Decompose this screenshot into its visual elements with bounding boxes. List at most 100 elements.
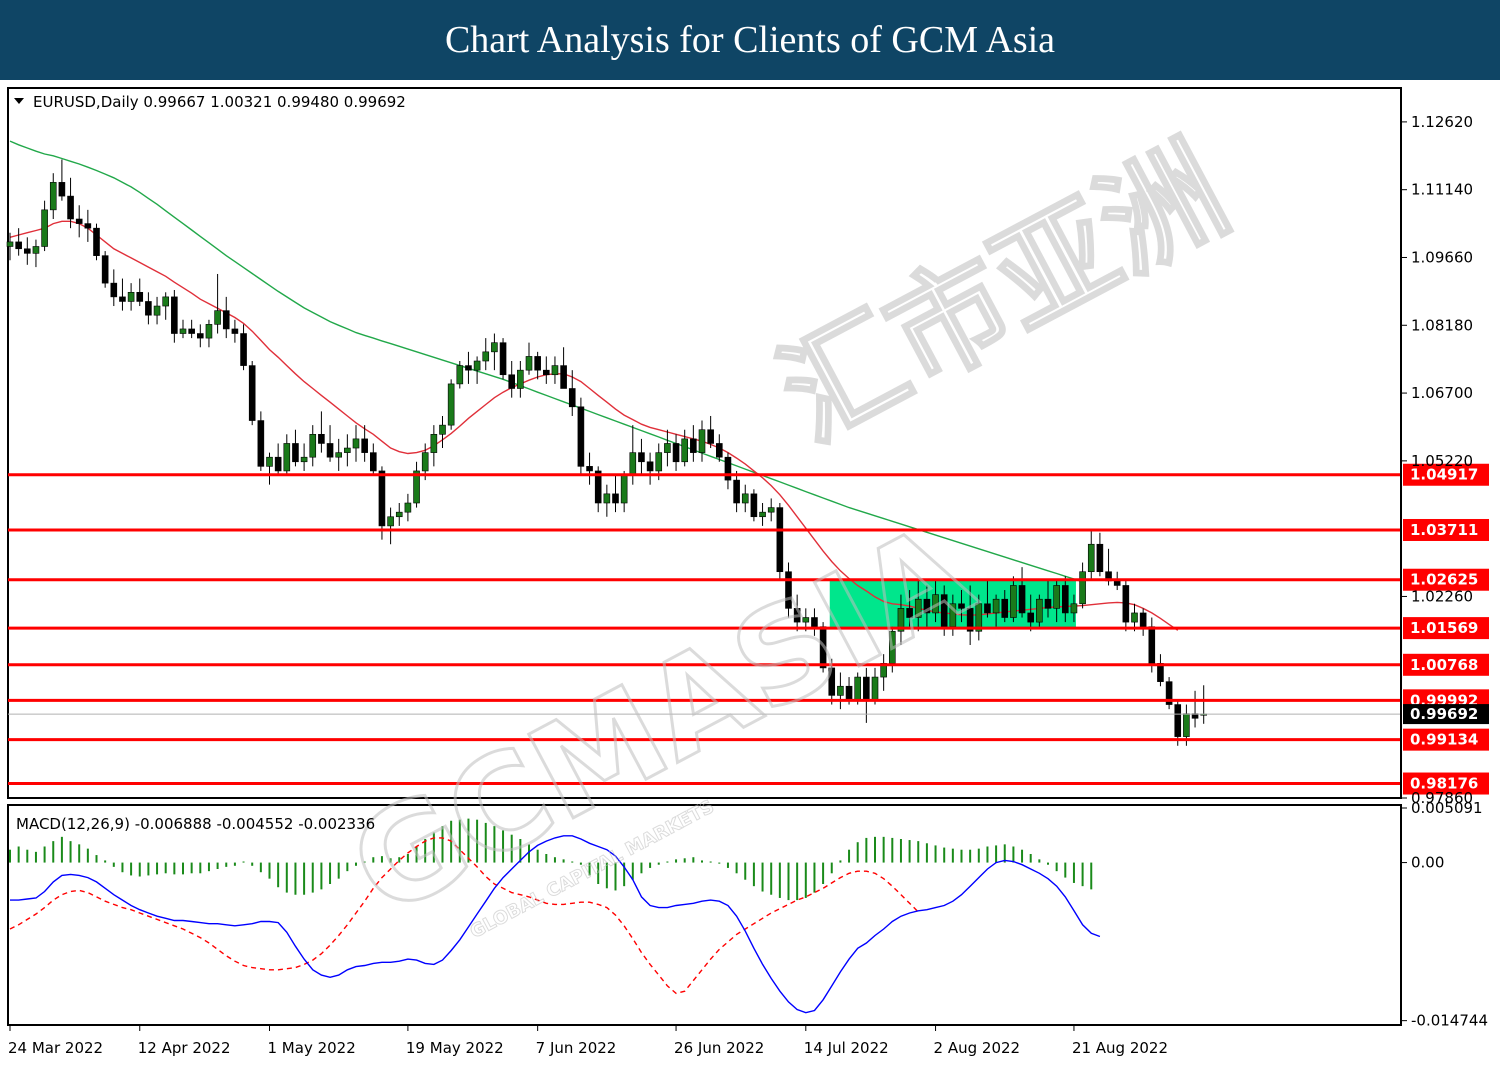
candle-body bbox=[465, 365, 472, 371]
candle-body bbox=[421, 452, 429, 472]
candle-body bbox=[646, 461, 654, 472]
candle-body bbox=[568, 388, 576, 408]
macd-axis-label: 0.00 bbox=[1411, 854, 1444, 872]
candle bbox=[136, 278, 144, 307]
candle-body bbox=[724, 456, 732, 481]
candle bbox=[672, 434, 680, 471]
candle bbox=[767, 498, 775, 522]
candle-body bbox=[690, 438, 697, 453]
candle bbox=[603, 484, 611, 517]
candle-body bbox=[162, 296, 169, 307]
candle-body bbox=[1122, 585, 1130, 623]
candle-body bbox=[369, 452, 377, 472]
candle-body bbox=[326, 443, 334, 458]
candle bbox=[214, 273, 221, 334]
candle bbox=[318, 411, 325, 453]
candle bbox=[257, 411, 265, 471]
candle bbox=[958, 590, 965, 623]
candle bbox=[6, 232, 14, 261]
candle-body bbox=[793, 608, 801, 623]
candle-body bbox=[1070, 603, 1078, 614]
candle bbox=[439, 415, 446, 449]
candle bbox=[715, 434, 723, 462]
candle bbox=[231, 319, 239, 343]
candle-body bbox=[1044, 598, 1052, 609]
candle-body bbox=[1079, 571, 1086, 605]
candle bbox=[923, 585, 931, 627]
candle bbox=[110, 269, 118, 307]
candle bbox=[1036, 594, 1043, 627]
level-tag-label: 1.03711 bbox=[1410, 521, 1478, 539]
candle bbox=[300, 443, 308, 471]
candle-body bbox=[594, 470, 602, 504]
candle bbox=[171, 290, 178, 343]
candle-body bbox=[1027, 612, 1034, 623]
candle bbox=[741, 484, 749, 513]
candle-body bbox=[335, 452, 343, 458]
candle-body bbox=[101, 255, 109, 284]
candle bbox=[992, 594, 1000, 627]
candle-body bbox=[542, 369, 550, 376]
candle-body bbox=[404, 502, 412, 513]
candle-body bbox=[309, 433, 317, 458]
candle bbox=[1010, 576, 1017, 623]
candle bbox=[828, 658, 836, 705]
candle bbox=[897, 594, 905, 646]
dropdown-arrow-icon[interactable] bbox=[14, 98, 24, 104]
candle bbox=[1044, 580, 1052, 618]
page-title: Chart Analysis for Clients of GCM Asia bbox=[0, 0, 1500, 80]
candle-body bbox=[655, 452, 663, 472]
candle bbox=[914, 580, 922, 632]
candle-body bbox=[1053, 585, 1060, 609]
candle-body bbox=[439, 424, 446, 435]
candle-body bbox=[681, 438, 689, 463]
candle-body bbox=[923, 598, 931, 614]
candle-body bbox=[750, 493, 758, 518]
candle bbox=[361, 425, 368, 462]
candle bbox=[1018, 567, 1026, 618]
candle bbox=[292, 429, 299, 467]
current-price-tag bbox=[1403, 704, 1489, 725]
level-tag bbox=[1403, 568, 1489, 591]
candle-body bbox=[914, 598, 922, 618]
candle-body bbox=[205, 324, 213, 339]
candle bbox=[664, 429, 671, 467]
candle-body bbox=[456, 365, 464, 385]
candle bbox=[1001, 590, 1009, 623]
candle bbox=[283, 434, 291, 476]
candle-body bbox=[508, 374, 516, 389]
candle-body bbox=[222, 310, 230, 330]
level-tag bbox=[1403, 463, 1489, 486]
macd-signal-line bbox=[9, 837, 919, 995]
level-tag-label: 1.00768 bbox=[1410, 656, 1478, 674]
price-axis-label: 1.06700 bbox=[1411, 384, 1473, 402]
candle bbox=[707, 415, 714, 449]
candle-body bbox=[110, 282, 118, 298]
candle bbox=[378, 466, 386, 540]
candle bbox=[222, 296, 230, 339]
candle-body bbox=[136, 291, 144, 302]
candle bbox=[482, 338, 490, 371]
candle bbox=[586, 452, 593, 485]
candle bbox=[162, 292, 169, 320]
candle bbox=[456, 361, 464, 389]
candle-body bbox=[1174, 704, 1182, 737]
candle bbox=[335, 438, 343, 471]
level-tag bbox=[1403, 617, 1489, 640]
candle-body bbox=[93, 227, 100, 256]
date-axis-label: 7 Jun 2022 bbox=[536, 1039, 617, 1057]
candle-body bbox=[1010, 585, 1017, 618]
candle-body bbox=[932, 594, 939, 614]
candle bbox=[776, 503, 784, 581]
candle-body bbox=[231, 328, 239, 334]
candle bbox=[1070, 594, 1078, 623]
date-axis-label: 1 May 2022 bbox=[268, 1039, 356, 1057]
candle-body bbox=[482, 351, 490, 362]
candle-body bbox=[612, 493, 619, 504]
date-axis-label: 24 Mar 2022 bbox=[8, 1039, 103, 1057]
candle-body bbox=[197, 333, 204, 339]
candle bbox=[395, 503, 403, 526]
candle bbox=[248, 361, 256, 426]
candle bbox=[984, 580, 991, 618]
